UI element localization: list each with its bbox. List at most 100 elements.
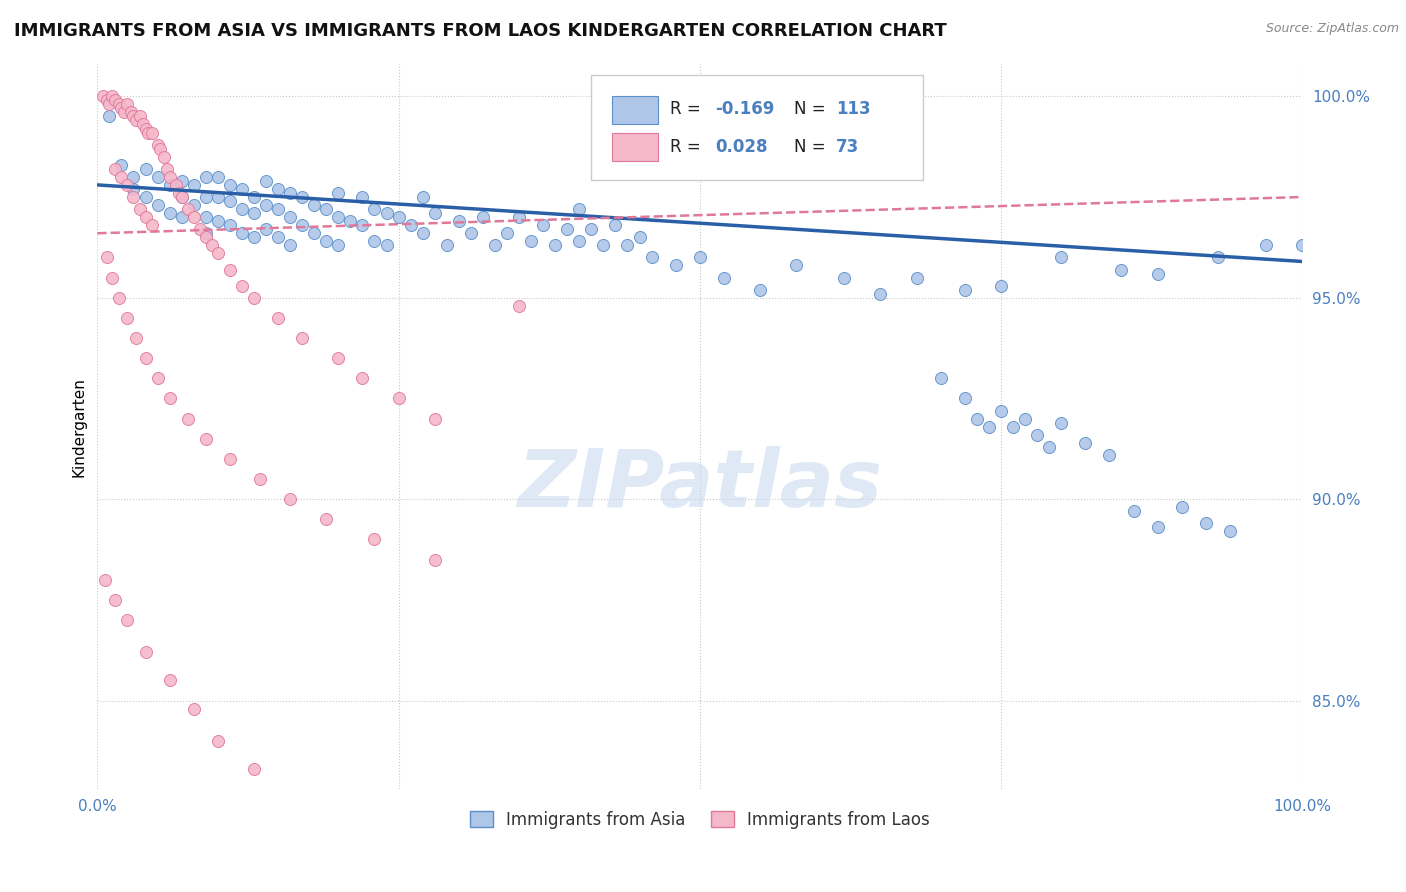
Point (1111, 262, 1133, 277)
Point (101, 89, 124, 103)
Point (243, 230, 266, 244)
Point (128, 202, 150, 216)
Point (713, 270, 735, 285)
Point (135, 645, 157, 659)
Point (278, 210, 301, 224)
Point (302, 198, 325, 212)
Point (219, 178, 242, 192)
Point (104, 161, 127, 176)
Point (188, 222, 211, 236)
Point (135, 121, 157, 136)
Point (96, 93, 118, 107)
Point (267, 182, 290, 196)
Point (640, 251, 662, 265)
Point (159, 206, 181, 220)
Point (328, 351, 350, 366)
Text: 73: 73 (837, 138, 859, 156)
Point (1206, 251, 1229, 265)
Point (141, 126, 163, 140)
Point (231, 278, 253, 293)
Point (352, 190, 374, 204)
Point (117, 178, 139, 192)
Point (194, 432, 217, 446)
Point (267, 202, 290, 216)
Point (977, 419, 1000, 434)
Point (177, 202, 200, 216)
Point (170, 210, 193, 224)
Point (117, 310, 139, 325)
Point (112, 105, 135, 120)
Point (122, 169, 145, 184)
Point (328, 238, 350, 252)
Point (581, 222, 603, 236)
Point (110, 101, 132, 115)
Point (194, 190, 217, 204)
Point (436, 238, 458, 252)
Point (152, 150, 174, 164)
Legend: Immigrants from Asia, Immigrants from Laos: Immigrants from Asia, Immigrants from La… (463, 804, 936, 835)
Point (1122, 504, 1144, 518)
Point (231, 182, 253, 196)
Point (135, 190, 157, 204)
Point (170, 190, 193, 204)
Point (159, 169, 181, 184)
Point (1219, 524, 1241, 539)
Point (207, 734, 229, 748)
Point (183, 178, 205, 192)
Point (1170, 500, 1192, 515)
Point (363, 533, 385, 547)
Point (110, 169, 132, 184)
Point (1038, 440, 1060, 454)
Point (375, 238, 398, 252)
Point (169, 186, 191, 200)
Point (387, 210, 409, 224)
Point (231, 202, 253, 216)
Point (122, 182, 145, 196)
Point (1050, 251, 1073, 265)
Point (363, 235, 385, 249)
Text: ZIPatlas: ZIPatlas (517, 446, 883, 524)
Point (929, 371, 952, 385)
Point (665, 259, 688, 273)
Point (122, 190, 145, 204)
Point (254, 222, 277, 236)
Text: N =: N = (794, 100, 831, 118)
Point (291, 190, 314, 204)
Point (249, 472, 271, 486)
Point (1026, 427, 1049, 442)
Point (423, 206, 446, 220)
Point (254, 174, 277, 188)
Point (146, 198, 169, 212)
Point (1014, 411, 1036, 425)
Point (207, 169, 229, 184)
Point (267, 310, 290, 325)
Point (447, 214, 470, 228)
Point (291, 331, 314, 345)
Point (219, 262, 242, 277)
Point (328, 210, 350, 224)
Point (291, 218, 314, 232)
Point (1195, 516, 1218, 531)
Text: R =: R = (669, 100, 706, 118)
Point (1146, 520, 1168, 534)
Point (555, 222, 578, 236)
FancyBboxPatch shape (612, 96, 658, 123)
Point (267, 230, 290, 244)
Point (117, 613, 139, 627)
Point (352, 218, 374, 232)
Point (149, 142, 172, 156)
Point (592, 238, 614, 252)
Point (375, 206, 398, 220)
Point (1050, 416, 1073, 430)
Point (1074, 435, 1097, 450)
Point (201, 238, 224, 252)
Point (508, 299, 530, 313)
Point (117, 97, 139, 112)
Point (146, 137, 169, 152)
Point (243, 190, 266, 204)
Point (1002, 419, 1025, 434)
Point (508, 210, 530, 224)
Point (616, 238, 638, 252)
Point (128, 110, 150, 124)
Point (460, 227, 482, 241)
